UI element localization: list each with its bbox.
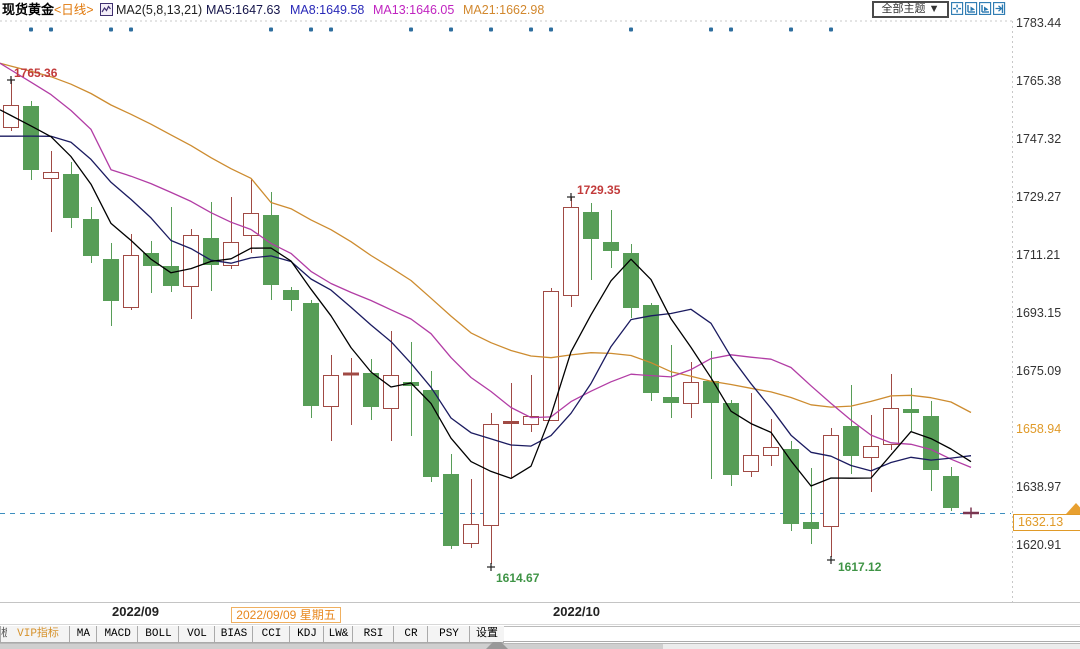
svg-text:1729.35: 1729.35 — [577, 183, 621, 197]
svg-text:1765.36: 1765.36 — [14, 66, 58, 80]
svg-text:1617.12: 1617.12 — [838, 560, 882, 574]
svg-text:1614.67: 1614.67 — [496, 571, 540, 585]
